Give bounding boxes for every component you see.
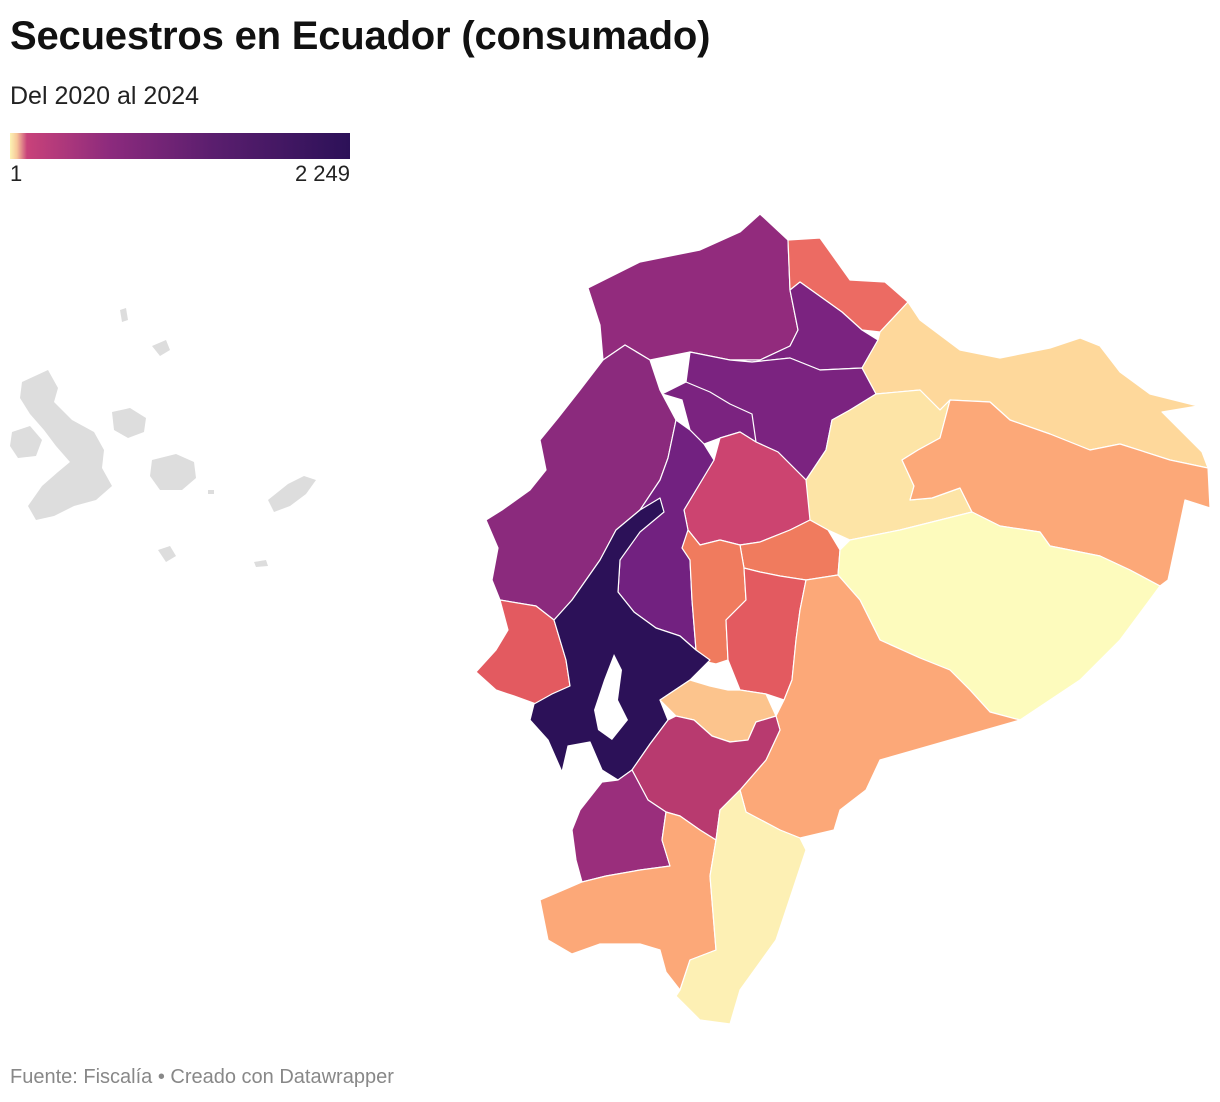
island-fernandina: [10, 426, 42, 458]
island-isabela: [20, 370, 112, 520]
island-santiago: [112, 408, 146, 438]
region-zamora-chinchipe: [675, 789, 807, 1025]
color-legend: 1 2 249: [10, 133, 350, 186]
galapagos-islands: [10, 308, 316, 567]
island-santa-fe: [208, 490, 214, 494]
legend-min-label: 1: [10, 161, 23, 186]
mainland-provinces: [475, 213, 1211, 1025]
legend-max-label: 2 249: [294, 161, 350, 186]
island-floreana: [158, 546, 176, 562]
gulf-inlet: [594, 654, 628, 740]
chart-subtitle: Del 2020 al 2024: [10, 82, 200, 110]
region-morona-santiago: [739, 574, 1021, 839]
island-san-cristobal: [268, 476, 316, 512]
legend-labels: 1 2 249: [10, 159, 350, 186]
source-note: Fuente: Fiscalía • Creado con Datawrappe…: [10, 1066, 394, 1088]
island-pinta: [120, 308, 128, 322]
ecuador-map: [10, 213, 1211, 1025]
island-espanola: [254, 560, 268, 567]
chart-title: Secuestros en Ecuador (consumado): [10, 14, 711, 58]
island-santa-cruz: [150, 454, 196, 490]
island-genovesa: [152, 340, 170, 356]
region-esmeraldas: [587, 213, 799, 361]
legend-gradient-bar: [10, 133, 350, 159]
